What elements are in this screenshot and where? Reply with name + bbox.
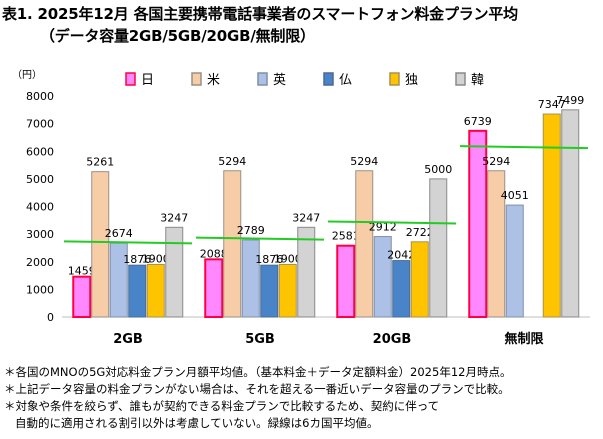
bar [355, 170, 374, 318]
bar-value-label: 5294 [482, 155, 510, 168]
bar-chart: （円） 0 1000 2000 3000 4000 5000 6000 7000 8000 日 米 英 仏… [12, 69, 590, 347]
footnote-1: ＊各国のMNOの5G対応料金プラン月額平均値。（基本料金＋データ定額料金）202… [4, 365, 512, 379]
bar [468, 129, 488, 318]
average-line [195, 236, 325, 241]
bar-value-label: 2042 [387, 249, 415, 262]
bar [91, 171, 110, 318]
x-tick-label: 20GB [373, 332, 412, 347]
bar [297, 226, 316, 318]
bar-value-label: 5294 [350, 155, 378, 168]
bar-value-label: 6739 [464, 115, 492, 128]
legend-label: 仏 [339, 73, 352, 88]
bar [204, 258, 224, 318]
bar-value-label: 2789 [237, 224, 265, 237]
bar [146, 264, 165, 318]
x-tick-label: 5GB [245, 332, 275, 347]
y-tick-label: 5000 [26, 173, 54, 186]
chart-title: 表1. 2025年12月 各国主要携帯電話事業者のスマートフォン料金プラン平均 [2, 5, 518, 23]
y-tick-label: 4000 [26, 201, 54, 214]
bar [165, 226, 184, 318]
y-tick-label: 6000 [26, 145, 54, 158]
bar-value-label: 2722 [406, 226, 434, 239]
average-line [459, 145, 589, 150]
bar-value-label: 7347 [538, 98, 566, 111]
bar-value-label: 3247 [160, 211, 188, 224]
bar-value-label: 1900 [142, 253, 170, 266]
y-tick-label: 0 [47, 311, 54, 324]
legend-label: 米 [207, 73, 220, 88]
y-tick-label: 3000 [26, 228, 54, 241]
average-line [327, 220, 457, 225]
bar-value-label: 2674 [105, 227, 133, 240]
bar-value-label: 3247 [292, 211, 320, 224]
average-line [63, 240, 193, 245]
legend-swatch [257, 72, 268, 86]
x-tick-label: 無制限 [504, 331, 544, 347]
y-tick-label: 2000 [26, 256, 54, 269]
bar-value-label: 1900 [274, 253, 302, 266]
legend-swatch [389, 72, 400, 86]
legend-label: 韓 [471, 73, 484, 88]
bar [542, 113, 561, 318]
bar [392, 260, 411, 318]
legend-swatch [455, 72, 466, 86]
x-tick-label: 2GB [113, 332, 143, 347]
bar [260, 264, 279, 318]
bar [128, 264, 147, 318]
bar-value-label: 2912 [369, 221, 397, 234]
bar-value-label: 4051 [501, 189, 529, 202]
legend-label: 英 [273, 73, 286, 88]
footnotes: ＊各国のMNOの5G対応料金プラン月額平均値。（基本料金＋データ定額料金）202… [4, 364, 511, 432]
bar [373, 236, 392, 318]
bar [561, 109, 580, 318]
bar [72, 275, 92, 319]
bar [223, 170, 242, 318]
legend-label: 独 [405, 73, 418, 88]
footnote-2: ＊上記データ容量の料金プランがない場合は、それを超える一番近いデータ容量のプラン… [4, 382, 510, 396]
bar [241, 239, 260, 318]
bar-value-label: 2581 [332, 230, 360, 243]
bar-value-label: 1459 [68, 265, 96, 278]
bar [278, 264, 297, 318]
y-tick-label: 8000 [26, 90, 54, 103]
bar-value-label: 5294 [218, 155, 246, 168]
bar [410, 241, 429, 318]
y-tick-label: 1000 [26, 283, 54, 296]
bar [487, 170, 506, 318]
legend-label: 日 [141, 73, 154, 88]
bar-value-label: 1876 [123, 253, 151, 266]
footnote-3: ＊対象や条件を絞らず、誰もが契約できる料金プランで比較するため、契約に伴って [4, 399, 440, 413]
bar-value-label: 5261 [86, 156, 114, 169]
legend-swatch [323, 72, 334, 86]
bar [336, 244, 356, 318]
y-tick-label: 7000 [26, 118, 54, 131]
bar-value-label: 7499 [556, 94, 584, 107]
y-axis-unit: （円） [12, 69, 42, 81]
legend-swatch [191, 72, 202, 86]
bar-value-label: 5000 [424, 163, 452, 176]
bar-value-label: 2088 [200, 247, 228, 260]
bar [505, 204, 524, 318]
bar-value-label: 1876 [255, 253, 283, 266]
legend-swatch [125, 72, 136, 86]
chart-subtitle: （データ容量2GB/5GB/20GB/無制限） [40, 27, 315, 45]
bar [429, 178, 448, 318]
footnote-4: 自動的に適用される割引以外は考慮していない。緑線は6カ国平均値。 [15, 416, 379, 430]
